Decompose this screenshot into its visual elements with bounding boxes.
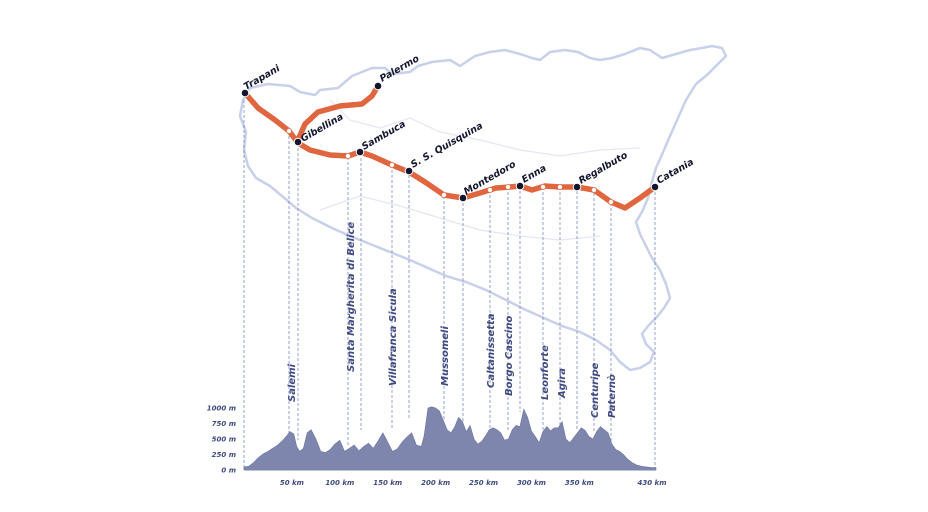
town-label-borgo-cascino: Borgo Cascino: [504, 316, 515, 396]
city-label-sambuca: Sambuca: [360, 119, 408, 153]
route-line: [242, 90, 658, 211]
elevation-profile: 0 m 250 m 500 m 750 m 1000 m 50 km 100 km 150 …: [207, 405, 667, 488]
x-tick-label: 50 km: [280, 479, 304, 487]
sicily-outline: [238, 44, 728, 372]
guide-lines: [243, 100, 656, 470]
city-label-trapani: Trapani: [242, 63, 283, 93]
x-tick-label: 350 km: [565, 479, 594, 487]
route-waypoints: [285, 127, 615, 205]
y-tick-label: 250 m: [212, 451, 236, 459]
elevation-area: [243, 406, 657, 471]
city-marker-enna: [515, 181, 525, 191]
y-tick-label: 0 m: [221, 467, 236, 475]
x-tick-label: 150 km: [373, 479, 402, 487]
city-marker-gibellina: [293, 137, 303, 147]
city-marker-quisquina: [404, 166, 414, 176]
town-label-paterno: Paternò: [606, 374, 618, 418]
city-marker-catania: [650, 182, 660, 192]
x-tick-label: 300 km: [517, 479, 546, 487]
waypoint-agira: [557, 183, 564, 190]
waypoint-caltanissetta: [486, 186, 493, 193]
town-label-agira: Agira: [557, 368, 568, 399]
city-marker-palermo: [373, 81, 383, 91]
waypoint-villafranca: [388, 161, 395, 168]
town-label-leonforte: Leonforte: [540, 345, 551, 400]
waypoint-borgo-cascino: [504, 183, 511, 190]
x-tick-label: 430 km: [638, 479, 667, 487]
waypoint-paterno: [608, 198, 615, 205]
x-axis-ticks: 50 km 100 km 150 km 200 km 250 km 300 km 350 k…: [280, 479, 667, 487]
city-markers: [240, 81, 660, 203]
town-label-mussomeli: Mussomeli: [440, 326, 451, 386]
y-tick-label: 1000 m: [207, 405, 236, 413]
y-tick-label: 500 m: [212, 436, 236, 444]
y-axis-ticks: 0 m 250 m 500 m 750 m 1000 m: [207, 405, 236, 475]
y-tick-label: 750 m: [212, 420, 236, 428]
city-marker-trapani: [240, 88, 250, 98]
province-border: [319, 195, 601, 241]
x-tick-label: 100 km: [325, 479, 354, 487]
town-label-centuripe: Centuripe: [590, 362, 601, 418]
town-label-caltanissetta: Caltanissetta: [486, 313, 497, 388]
x-tick-label: 250 km: [469, 479, 498, 487]
waypoint-santa-margherita: [344, 152, 351, 159]
city-label-regalbuto: Regalbuto: [577, 150, 630, 187]
province-border: [329, 99, 641, 157]
palermo-branch-line: [295, 83, 381, 143]
town-label-santa-margherita: Santa Margherita di Belice: [346, 222, 357, 372]
city-label-catania: Catania: [655, 157, 696, 187]
city-marker-regalbuto: [572, 182, 582, 192]
city-marker-sambuca: [355, 147, 365, 157]
waypoint-centuripe: [591, 186, 598, 193]
town-label-salemi: Salemi: [287, 363, 298, 402]
x-tick-label: 200 km: [421, 479, 450, 487]
town-label-villafranca: Villafranca Sicula: [388, 288, 399, 386]
waypoint-salemi: [285, 127, 292, 134]
city-marker-montedoro: [458, 193, 468, 203]
waypoint-leonforte: [540, 183, 547, 190]
waypoint-mussomeli: [440, 191, 447, 198]
city-label-enna: Enna: [520, 163, 548, 186]
city-label-quisquina: S. S. Quisquina: [409, 120, 485, 170]
